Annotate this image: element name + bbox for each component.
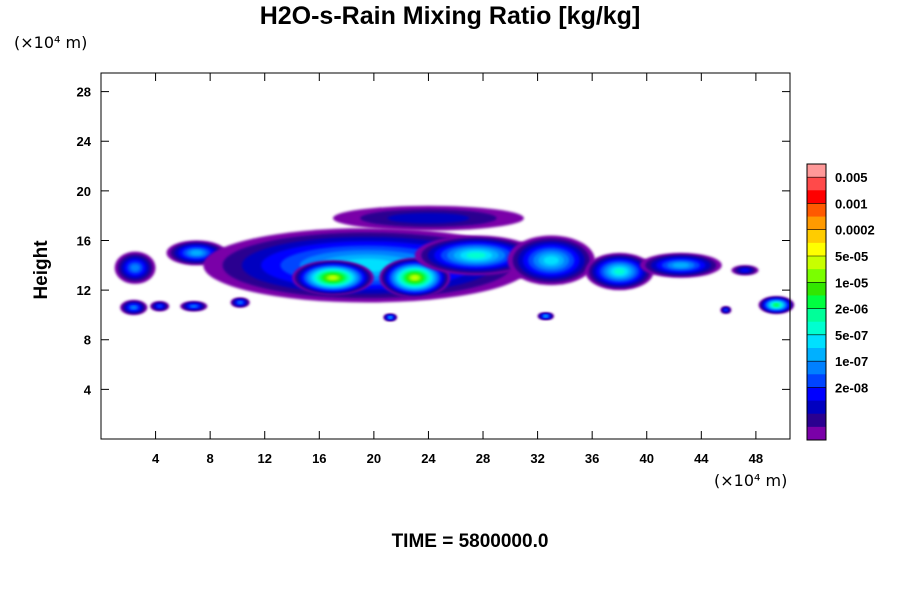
colorbar-swatch <box>807 413 826 428</box>
colorbar: 0.005 0.001 0.0002 5e-05 1e-05 2e-06 5e-07 1e-0… <box>806 163 875 441</box>
colorbar-label: 5e-05 <box>835 249 868 264</box>
chart-title: H2O-s-Rain Mixing Ratio [kg/kg] <box>259 2 641 30</box>
colorbar-swatch <box>807 400 826 415</box>
contour-fill <box>157 304 163 308</box>
colorbar-swatch <box>807 334 826 349</box>
contour-fill <box>740 268 750 272</box>
contour-fill <box>543 255 559 265</box>
colorbar-swatch <box>807 269 826 283</box>
y-tick-label: 24 <box>77 134 92 149</box>
contour-fill <box>774 303 779 307</box>
x-tick-label: 4 <box>152 451 160 466</box>
colorbar-swatch <box>807 361 826 375</box>
colorbar-swatch <box>807 387 826 402</box>
contour-fill <box>130 305 137 310</box>
colorbar-swatch <box>807 190 826 204</box>
contour-fill <box>328 275 338 280</box>
colorbar-swatch <box>807 203 826 218</box>
colorbar-swatch <box>807 374 826 388</box>
y-tick-label: 20 <box>77 184 91 199</box>
y-tick-label: 4 <box>84 382 92 397</box>
colorbar-label: 1e-05 <box>835 275 868 290</box>
x-tick-label: 8 <box>207 451 214 466</box>
colorbar-swatch <box>807 164 826 178</box>
x-axis-unit: (×10⁴ m) <box>714 471 788 490</box>
contour-fill <box>614 268 625 275</box>
x-tick-label: 48 <box>749 451 763 466</box>
colorbar-label: 2e-08 <box>835 380 868 395</box>
x-tick-label: 40 <box>640 451 654 466</box>
contour-fill <box>388 316 392 319</box>
contour-fill <box>237 301 243 304</box>
contour-fill <box>544 315 548 318</box>
contour-fill <box>466 252 486 259</box>
contour-fill <box>411 275 419 280</box>
x-tick-label: 32 <box>530 451 544 466</box>
colorbar-swatch <box>807 295 826 310</box>
colorbar-label: 0.005 <box>835 170 868 185</box>
x-tick-label: 44 <box>694 451 709 466</box>
colorbar-label: 1e-07 <box>835 354 868 369</box>
colorbar-label: 2e-06 <box>835 302 868 317</box>
y-axis: 4 8 12 16 20 24 28 <box>77 85 790 397</box>
colorbar-swatch <box>807 229 826 244</box>
y-axis-unit: (×10⁴ m) <box>14 33 88 52</box>
plot-frame <box>100 72 791 440</box>
contour-fill <box>724 308 728 311</box>
x-tick-label: 24 <box>421 451 436 466</box>
colorbar-swatch <box>807 282 826 296</box>
colorbar-label: 0.001 <box>835 196 868 211</box>
colorbar-swatch <box>807 242 826 257</box>
contour-fill <box>672 262 690 268</box>
colorbar-swatch <box>807 426 826 441</box>
colorbar-swatch <box>807 308 826 323</box>
y-tick-label: 12 <box>77 283 91 298</box>
y-tick-label: 28 <box>77 85 91 100</box>
contour-fill <box>190 305 197 308</box>
colorbar-swatch <box>807 177 826 191</box>
contour-fill <box>130 264 140 272</box>
colorbar-swatch <box>807 256 826 270</box>
x-axis: 4 8 12 16 20 24 28 32 36 40 44 48 <box>152 73 763 466</box>
colorbar-label: 5e-07 <box>835 328 868 343</box>
colorbar-frame <box>806 163 827 441</box>
contour-fill <box>387 212 470 224</box>
colorbar-swatch <box>807 216 826 231</box>
colorbar-swatch <box>807 348 826 362</box>
y-tick-label: 16 <box>77 233 91 248</box>
x-tick-label: 36 <box>585 451 599 466</box>
colorbar-label: 0.0002 <box>835 223 875 238</box>
y-tick-label: 8 <box>84 333 91 348</box>
x-tick-label: 28 <box>476 451 490 466</box>
colorbar-swatch <box>807 321 826 336</box>
x-tick-label: 20 <box>367 451 381 466</box>
x-tick-label: 12 <box>257 451 271 466</box>
x-tick-label: 16 <box>312 451 326 466</box>
contour-fill <box>190 250 203 256</box>
data-field <box>114 205 795 322</box>
time-label: TIME = 5800000.0 <box>391 531 549 552</box>
